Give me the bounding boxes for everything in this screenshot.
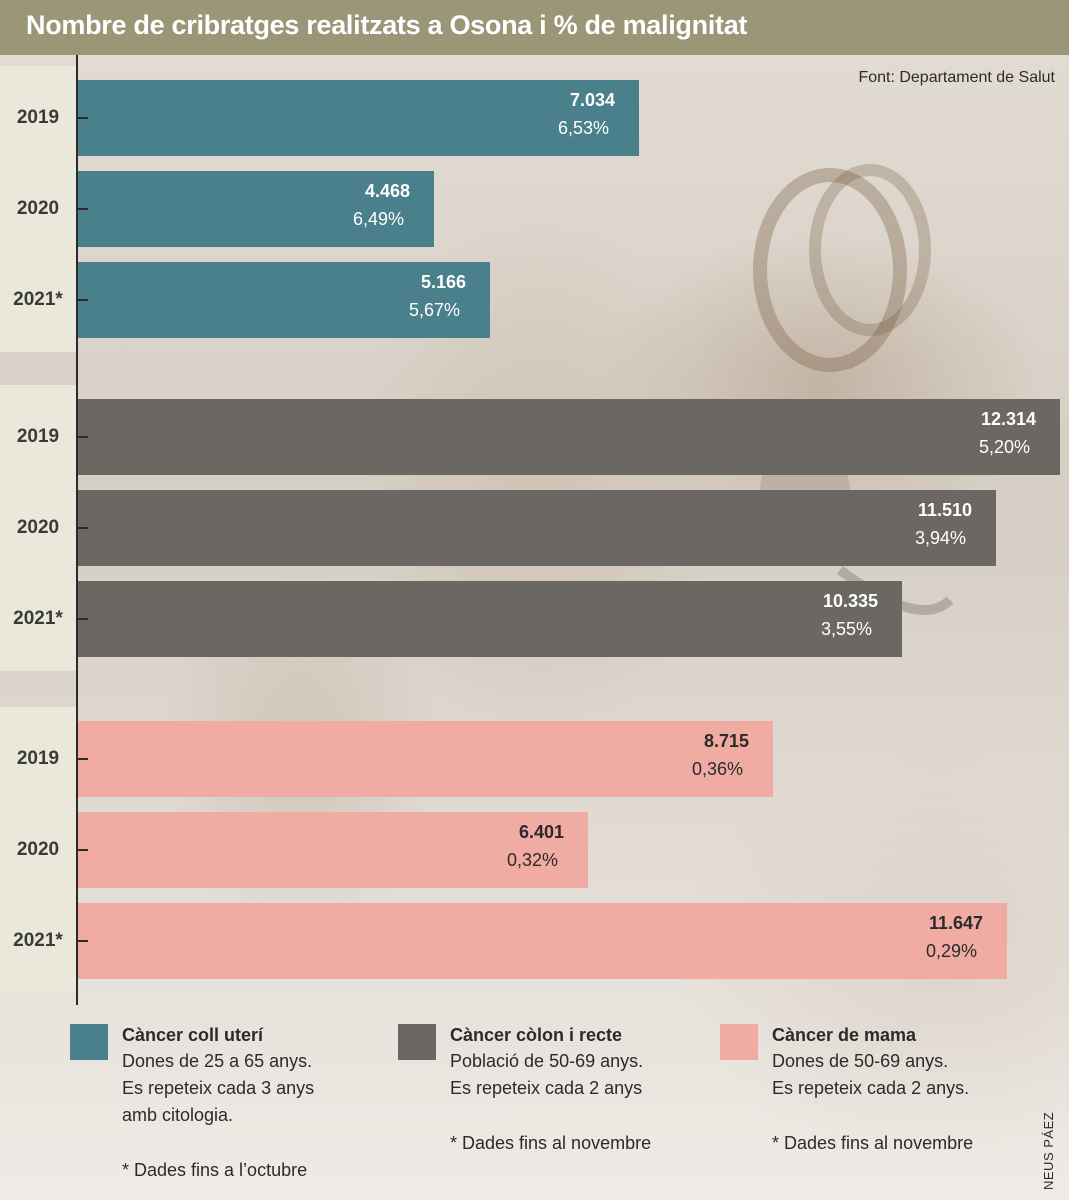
bar-value-label: 4.468 xyxy=(364,181,410,201)
bar-value-label: 5.166 xyxy=(420,272,466,292)
bar xyxy=(78,903,1007,979)
bar-percent-label: 0,29% xyxy=(925,941,977,961)
bar xyxy=(78,490,996,566)
source-note: Font: Departament de Salut xyxy=(858,69,1055,86)
legend-description: Es repeteix cada 2 anys. xyxy=(772,1078,970,1098)
year-label: 2021* xyxy=(13,289,63,310)
axis-tick xyxy=(76,299,88,301)
legend-title: Càncer de mama xyxy=(772,1025,917,1045)
legend-description: Dones de 25 a 65 anys. xyxy=(122,1051,313,1071)
bar-value-label: 11.510 xyxy=(917,500,972,520)
legend-description: Dones de 50-69 anys. xyxy=(772,1051,949,1071)
year-label: 2019 xyxy=(16,426,60,447)
axis-tick xyxy=(76,208,88,210)
year-panel xyxy=(0,385,76,671)
legend-footnote: * Dades fins al novembre xyxy=(450,1133,652,1153)
bar-percent-label: 6,53% xyxy=(557,118,609,138)
bar-value-label: 7.034 xyxy=(569,90,615,110)
axis-tick xyxy=(76,436,88,438)
bar xyxy=(78,581,902,657)
legend-description: Es repeteix cada 2 anys xyxy=(450,1078,643,1098)
bar-percent-label: 3,94% xyxy=(914,528,966,548)
legend-description: Es repeteix cada 3 anys xyxy=(122,1078,315,1098)
bar xyxy=(78,812,588,888)
y-axis-line xyxy=(76,55,78,1005)
bar-percent-label: 6,49% xyxy=(352,209,404,229)
bar xyxy=(78,262,490,338)
bar-value-label: 12.314 xyxy=(980,409,1036,429)
bar-value-label: 11.647 xyxy=(928,913,983,933)
legend-description: amb citologia. xyxy=(122,1105,234,1125)
year-label: 2019 xyxy=(16,107,60,128)
axis-tick xyxy=(76,849,88,851)
axis-tick xyxy=(76,758,88,760)
year-label: 2021* xyxy=(13,608,63,629)
year-panel xyxy=(0,707,76,993)
axis-tick xyxy=(76,618,88,620)
year-label: 2019 xyxy=(16,748,60,769)
bar xyxy=(78,721,773,797)
chart-title: Nombre de cribratges realitzats a Osona … xyxy=(26,10,748,40)
bar-percent-label: 0,32% xyxy=(506,850,558,870)
legend-swatch xyxy=(720,1024,758,1060)
year-label: 2020 xyxy=(16,517,60,538)
bar-value-label: 6.401 xyxy=(518,822,564,842)
header-bar: Nombre de cribratges realitzats a Osona … xyxy=(0,0,1069,55)
bar-percent-label: 5,20% xyxy=(978,437,1030,457)
year-label: 2021* xyxy=(13,930,63,951)
axis-tick xyxy=(76,117,88,119)
bar xyxy=(78,399,1060,475)
bar xyxy=(78,171,434,247)
bar-value-label: 10.335 xyxy=(822,591,878,611)
legend-footnote: * Dades fins al novembre xyxy=(772,1133,974,1153)
legend-swatch xyxy=(398,1024,436,1060)
year-panel xyxy=(0,66,76,352)
author-credit: NEUS PÁEZ xyxy=(1041,1111,1056,1190)
bar-percent-label: 3,55% xyxy=(820,619,872,639)
bar xyxy=(78,80,639,156)
bar-percent-label: 5,67% xyxy=(408,300,460,320)
axis-tick xyxy=(76,527,88,529)
axis-tick xyxy=(76,940,88,942)
year-label: 2020 xyxy=(16,839,60,860)
bar-value-label: 8.715 xyxy=(703,731,749,751)
legend-swatch xyxy=(70,1024,108,1060)
legend-title: Càncer còlon i recte xyxy=(450,1025,623,1045)
year-label: 2020 xyxy=(16,198,60,219)
legend-footnote: * Dades fins a l’octubre xyxy=(122,1160,308,1180)
legend-description: Població de 50-69 anys. xyxy=(450,1051,644,1071)
legend-title: Càncer coll uterí xyxy=(122,1025,264,1045)
bar-percent-label: 0,36% xyxy=(691,759,743,779)
